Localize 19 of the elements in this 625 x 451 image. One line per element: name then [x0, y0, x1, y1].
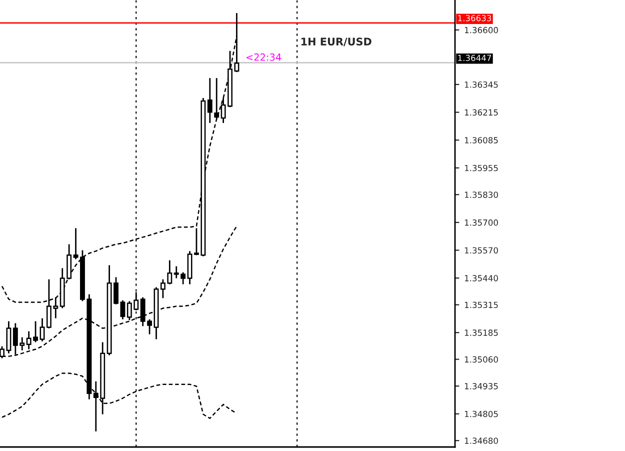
y-tick-label: 1.35955 [464, 164, 498, 172]
ref-line-label: 1.36633 [458, 14, 492, 22]
y-tick-label: 1.35315 [464, 302, 498, 308]
y-tick-label: 1.36215 [464, 109, 498, 116]
y-tick-label: 1.36085 [464, 137, 498, 144]
y-tick-label: 1.34680 [464, 438, 498, 444]
y-tick-label: 1.34805 [464, 410, 498, 418]
y-tick-label: 1.36600 [464, 26, 498, 34]
y-tick-label: 1.35830 [464, 192, 498, 198]
y-tick-label: 1.35185 [464, 330, 498, 336]
ref-line-label: 1.36447 [458, 54, 492, 62]
y-tick-label: 1.35060 [464, 356, 498, 363]
y-tick-label: 1.36345 [464, 81, 498, 88]
y-tick-label: 1.34935 [464, 383, 498, 390]
annotation: <22:34 [246, 53, 282, 61]
y-tick-label: 1.35440 [464, 275, 498, 282]
y-tick-label: 1.35700 [464, 219, 498, 226]
y-tick-label: 1.35570 [464, 247, 498, 254]
text: 1H EUR/USD [301, 38, 372, 46]
